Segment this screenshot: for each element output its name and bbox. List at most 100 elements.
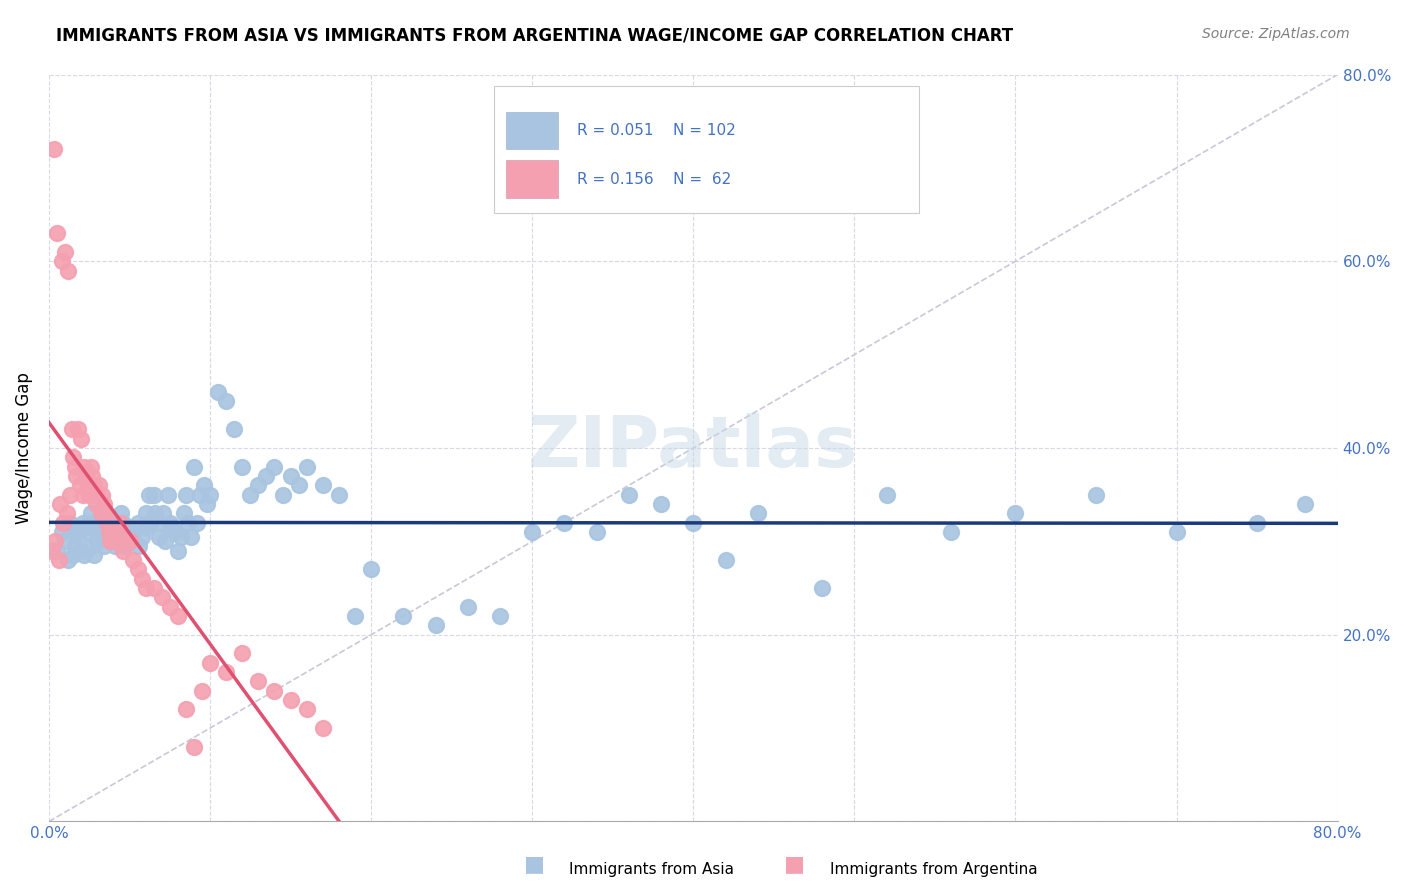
Text: R = 0.156    N =  62: R = 0.156 N = 62 xyxy=(578,171,731,186)
Text: Immigrants from Asia: Immigrants from Asia xyxy=(569,863,734,877)
Point xyxy=(89,524,111,539)
Point xyxy=(72,488,94,502)
Point xyxy=(94,507,117,521)
Point xyxy=(84,497,107,511)
Point xyxy=(63,459,86,474)
Point xyxy=(87,478,110,492)
Point xyxy=(1085,488,1108,502)
Point xyxy=(80,459,103,474)
Point xyxy=(254,469,277,483)
Point xyxy=(52,516,75,530)
Point xyxy=(247,674,270,689)
Point xyxy=(86,488,108,502)
Point xyxy=(174,488,197,502)
Point xyxy=(93,539,115,553)
Point xyxy=(118,530,141,544)
Point xyxy=(392,609,415,624)
Point xyxy=(617,488,640,502)
Point xyxy=(93,497,115,511)
Point xyxy=(42,142,65,156)
Point xyxy=(139,516,162,530)
Point xyxy=(287,478,309,492)
Point xyxy=(87,520,110,534)
Point xyxy=(70,543,93,558)
Point xyxy=(66,530,89,544)
Text: R = 0.051    N = 102: R = 0.051 N = 102 xyxy=(578,123,737,138)
Point xyxy=(62,450,84,465)
Text: ZIPatlas: ZIPatlas xyxy=(529,414,859,483)
Point xyxy=(195,497,218,511)
Point xyxy=(65,469,87,483)
Point xyxy=(280,469,302,483)
Point xyxy=(48,553,70,567)
Point xyxy=(682,516,704,530)
Point xyxy=(215,394,238,409)
Point xyxy=(193,478,215,492)
Point xyxy=(198,488,221,502)
Point xyxy=(173,507,195,521)
Point xyxy=(73,549,96,563)
Point xyxy=(103,534,125,549)
Point xyxy=(131,530,153,544)
Point xyxy=(157,488,180,502)
Point xyxy=(224,422,246,436)
Point xyxy=(69,478,91,492)
Point xyxy=(150,591,173,605)
Point xyxy=(142,581,165,595)
Point xyxy=(360,562,382,576)
Point xyxy=(46,226,69,240)
Point xyxy=(150,516,173,530)
Point xyxy=(96,516,118,530)
Point xyxy=(135,507,157,521)
Point xyxy=(59,488,82,502)
Point xyxy=(91,501,114,516)
Point xyxy=(127,516,149,530)
Point xyxy=(198,656,221,670)
Point xyxy=(65,524,87,539)
Point xyxy=(44,534,66,549)
Point xyxy=(75,469,97,483)
Point xyxy=(97,524,120,539)
Point xyxy=(231,647,253,661)
Point xyxy=(118,534,141,549)
Point xyxy=(1166,524,1188,539)
Point xyxy=(66,422,89,436)
Point xyxy=(82,539,104,553)
Point xyxy=(183,459,205,474)
Text: ■: ■ xyxy=(785,854,804,873)
Point xyxy=(58,263,80,277)
Bar xyxy=(494,86,920,212)
Point xyxy=(312,721,335,735)
Point xyxy=(112,543,135,558)
Point xyxy=(46,543,69,558)
Point xyxy=(53,244,76,259)
Point xyxy=(112,516,135,530)
Point xyxy=(131,572,153,586)
Point xyxy=(585,524,607,539)
Text: Source: ZipAtlas.com: Source: ZipAtlas.com xyxy=(1202,27,1350,41)
Point xyxy=(96,524,118,539)
Point xyxy=(180,530,202,544)
Text: IMMIGRANTS FROM ASIA VS IMMIGRANTS FROM ARGENTINA WAGE/INCOME GAP CORRELATION CH: IMMIGRANTS FROM ASIA VS IMMIGRANTS FROM … xyxy=(56,27,1014,45)
Point xyxy=(163,524,186,539)
Point xyxy=(159,516,181,530)
Point xyxy=(939,524,962,539)
Point xyxy=(186,516,208,530)
Point xyxy=(811,581,834,595)
Point xyxy=(41,543,63,558)
Point xyxy=(73,459,96,474)
Point xyxy=(104,539,127,553)
Point xyxy=(86,534,108,549)
Point xyxy=(51,524,73,539)
Point xyxy=(103,520,125,534)
Point xyxy=(231,459,253,474)
Point xyxy=(94,511,117,525)
Point xyxy=(76,524,98,539)
Point xyxy=(263,459,285,474)
Point xyxy=(271,488,294,502)
Point xyxy=(876,488,898,502)
Point xyxy=(457,599,479,614)
Point xyxy=(75,520,97,534)
Point xyxy=(152,507,174,521)
Point xyxy=(105,524,128,539)
